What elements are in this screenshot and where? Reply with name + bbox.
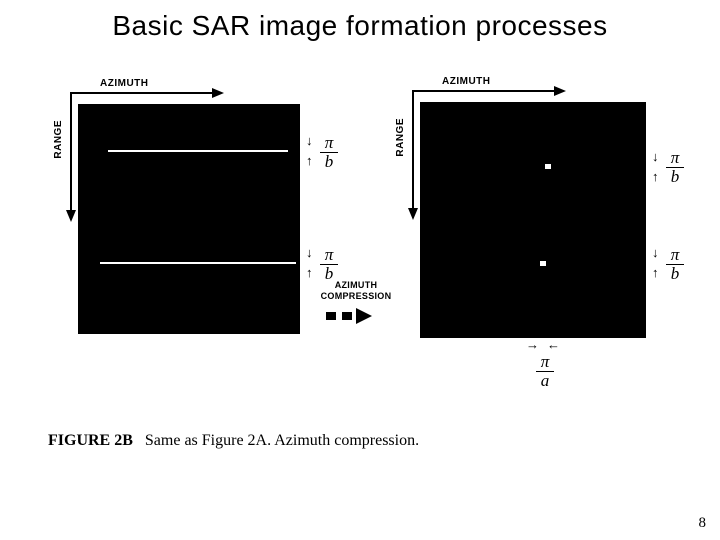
- azimuth-compression-label: AZIMUTH COMPRESSION: [316, 280, 396, 302]
- left-panel: [78, 104, 300, 334]
- pi-symbol: π: [320, 135, 338, 151]
- right-frac-a: π a: [536, 354, 554, 389]
- left-range-axis: [70, 92, 72, 210]
- left-frac-1: π b: [320, 135, 338, 170]
- right-range-label: RANGE: [395, 118, 406, 157]
- b-symbol: b: [666, 266, 684, 282]
- left-azimuth-axis: [72, 92, 212, 94]
- azimuth-compression-arrow: [326, 308, 386, 324]
- right-range-arrowhead: [408, 208, 418, 220]
- a-symbol: a: [536, 373, 554, 389]
- figure-caption: FIGURE 2B Same as Figure 2A. Azimuth com…: [48, 432, 419, 450]
- left-azimuth-arrowhead: [212, 88, 224, 98]
- right-dot-1: [545, 164, 551, 169]
- right-dot-2: [540, 261, 546, 266]
- b-symbol: b: [320, 154, 338, 170]
- left-range-arrowhead: [66, 210, 76, 222]
- page-title: Basic SAR image formation processes: [0, 10, 720, 42]
- right-range-axis: [412, 90, 414, 208]
- left-bracket-2: ↓ ↑: [304, 252, 318, 274]
- right-azimuth-label: AZIMUTH: [442, 76, 491, 87]
- caption-text: Same as Figure 2A. Azimuth compression.: [145, 432, 419, 449]
- pi-symbol: π: [666, 150, 684, 166]
- page-number: 8: [699, 515, 707, 532]
- right-frac-1: π b: [666, 150, 684, 185]
- left-frac-2: π b: [320, 247, 338, 282]
- left-range-label: RANGE: [53, 120, 64, 159]
- left-line-2: [100, 262, 296, 264]
- pi-symbol: π: [536, 354, 554, 370]
- right-bracket-2: ↓ ↑: [650, 252, 664, 274]
- right-bracket-1: ↓ ↑: [650, 156, 664, 178]
- right-azimuth-axis: [414, 90, 554, 92]
- caption-label: FIGURE 2B: [48, 432, 133, 449]
- left-line-1: [108, 150, 288, 152]
- pi-symbol: π: [666, 247, 684, 263]
- right-frac-2: π b: [666, 247, 684, 282]
- left-azimuth-label: AZIMUTH: [100, 78, 149, 89]
- right-panel: [420, 102, 646, 338]
- right-azimuth-arrowhead: [554, 86, 566, 96]
- left-bracket-1: ↓ ↑: [304, 140, 318, 162]
- b-symbol: b: [666, 169, 684, 185]
- pi-symbol: π: [320, 247, 338, 263]
